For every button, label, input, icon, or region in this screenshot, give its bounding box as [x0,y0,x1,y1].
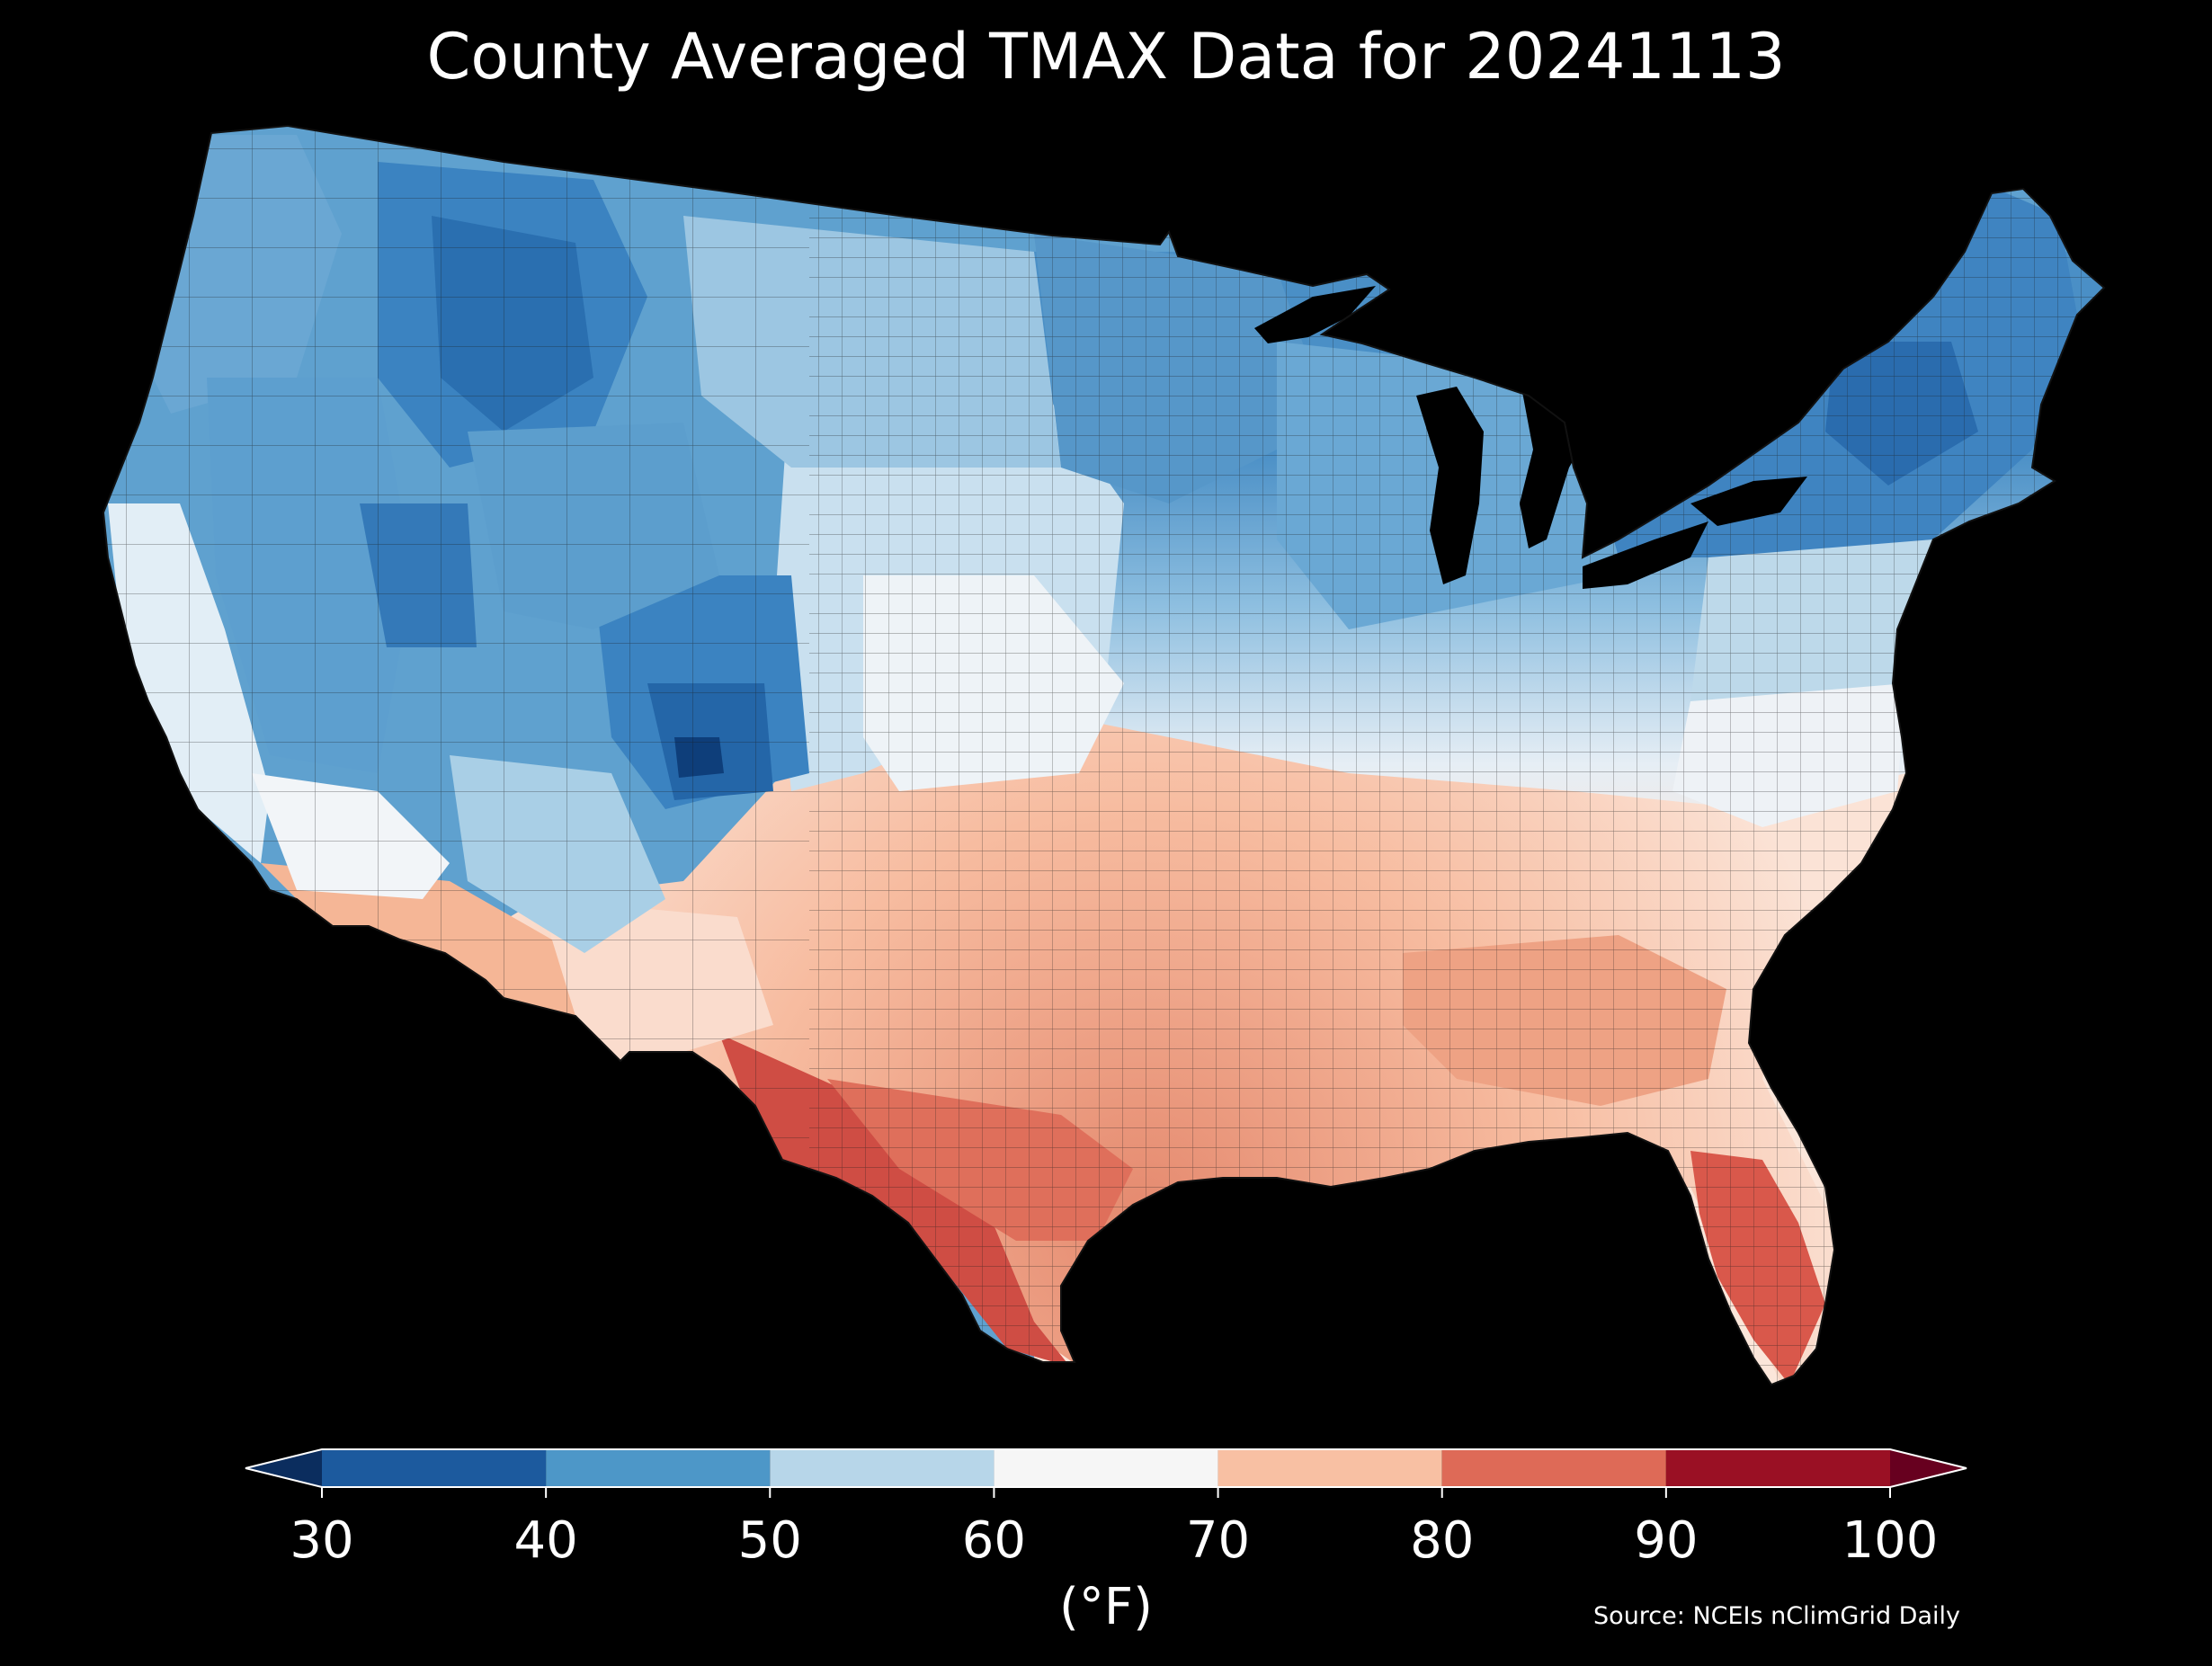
colorbar-tick-label: 90 [1634,1511,1699,1570]
colorbar-extend-high [1890,1449,1967,1487]
colorbar-bin-3 [770,1449,995,1487]
colorbar-tick-label: 50 [737,1511,802,1570]
source-note: Source: NCEIs nClimGrid Daily [1593,1602,1960,1630]
colorbar-tick-label: 30 [290,1511,354,1570]
colorbar-tick-label: 80 [1410,1511,1475,1570]
colorbar-bin-5 [1217,1449,1442,1487]
colorbar-unit-label: (°F) [1059,1578,1153,1636]
map-title: County Averaged TMAX Data for 20241113 [426,20,1786,94]
colorbar-bin-2 [546,1449,771,1487]
colorbar-tick-label: 40 [513,1511,578,1570]
colorbar-bin-7 [1665,1449,1890,1487]
colorbar-tick-label: 100 [1842,1511,1939,1570]
colorbar-tick-label: 70 [1185,1511,1251,1570]
colorbar-bin-6 [1441,1449,1666,1487]
colorbar-tick-label: 60 [961,1511,1027,1570]
colorbar-bin-4 [994,1449,1218,1487]
colorbar-bin-1 [322,1449,547,1487]
colorbar-extend-low [245,1449,322,1487]
